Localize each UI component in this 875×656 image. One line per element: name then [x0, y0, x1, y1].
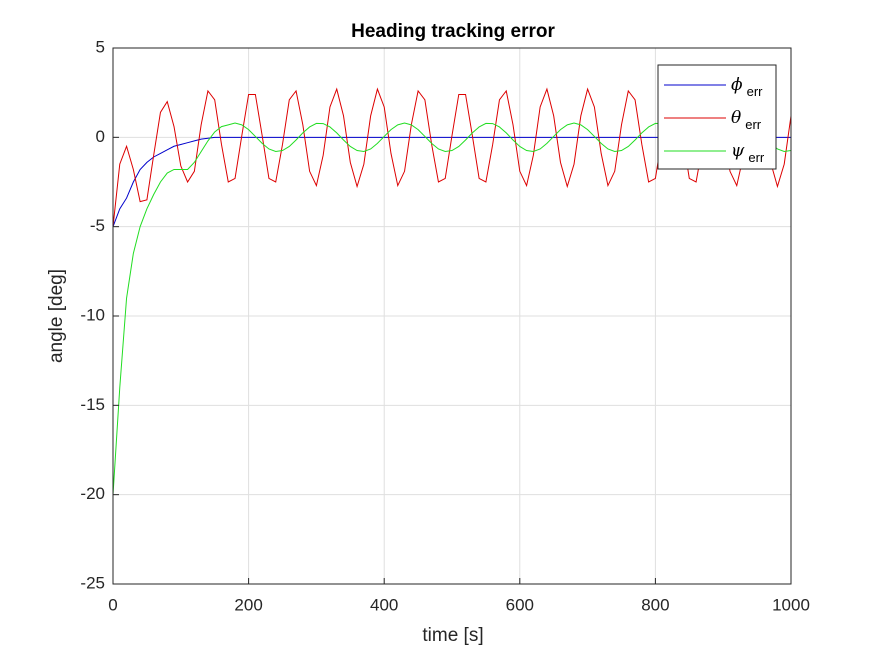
legend-box [657, 64, 777, 170]
x-tick-label: 800 [641, 595, 669, 614]
legend-label: ψ err [731, 141, 765, 166]
axes: 0 200 400 600 800 1000 -25 -20 -15 -10 -5 0 5 [80, 37, 809, 614]
y-tick-label: -10 [80, 305, 105, 324]
y-tick-label: -5 [90, 216, 105, 235]
y-tick-label: -15 [80, 395, 105, 414]
y-tick-label: -25 [80, 573, 105, 592]
y-tick-label: 0 [96, 127, 105, 146]
axes-box [112, 47, 792, 585]
x-tick-label: 600 [506, 595, 534, 614]
x-tick-label: 400 [370, 595, 398, 614]
y-axis-label: angle [deg] [46, 269, 67, 363]
legend-label: ϕ err [731, 75, 763, 100]
legend-label: θ err [731, 108, 762, 133]
chart-title: Heading tracking error [351, 21, 555, 42]
x-tick-label: 0 [108, 595, 117, 614]
x-axis-label: time [s] [422, 625, 483, 646]
y-tick-label: -20 [80, 484, 105, 503]
y-tick-label: 5 [96, 37, 105, 56]
x-tick-label: 200 [234, 595, 262, 614]
legend: ϕ err θ err ψ err [657, 64, 777, 170]
x-tick-label: 1000 [772, 595, 810, 614]
